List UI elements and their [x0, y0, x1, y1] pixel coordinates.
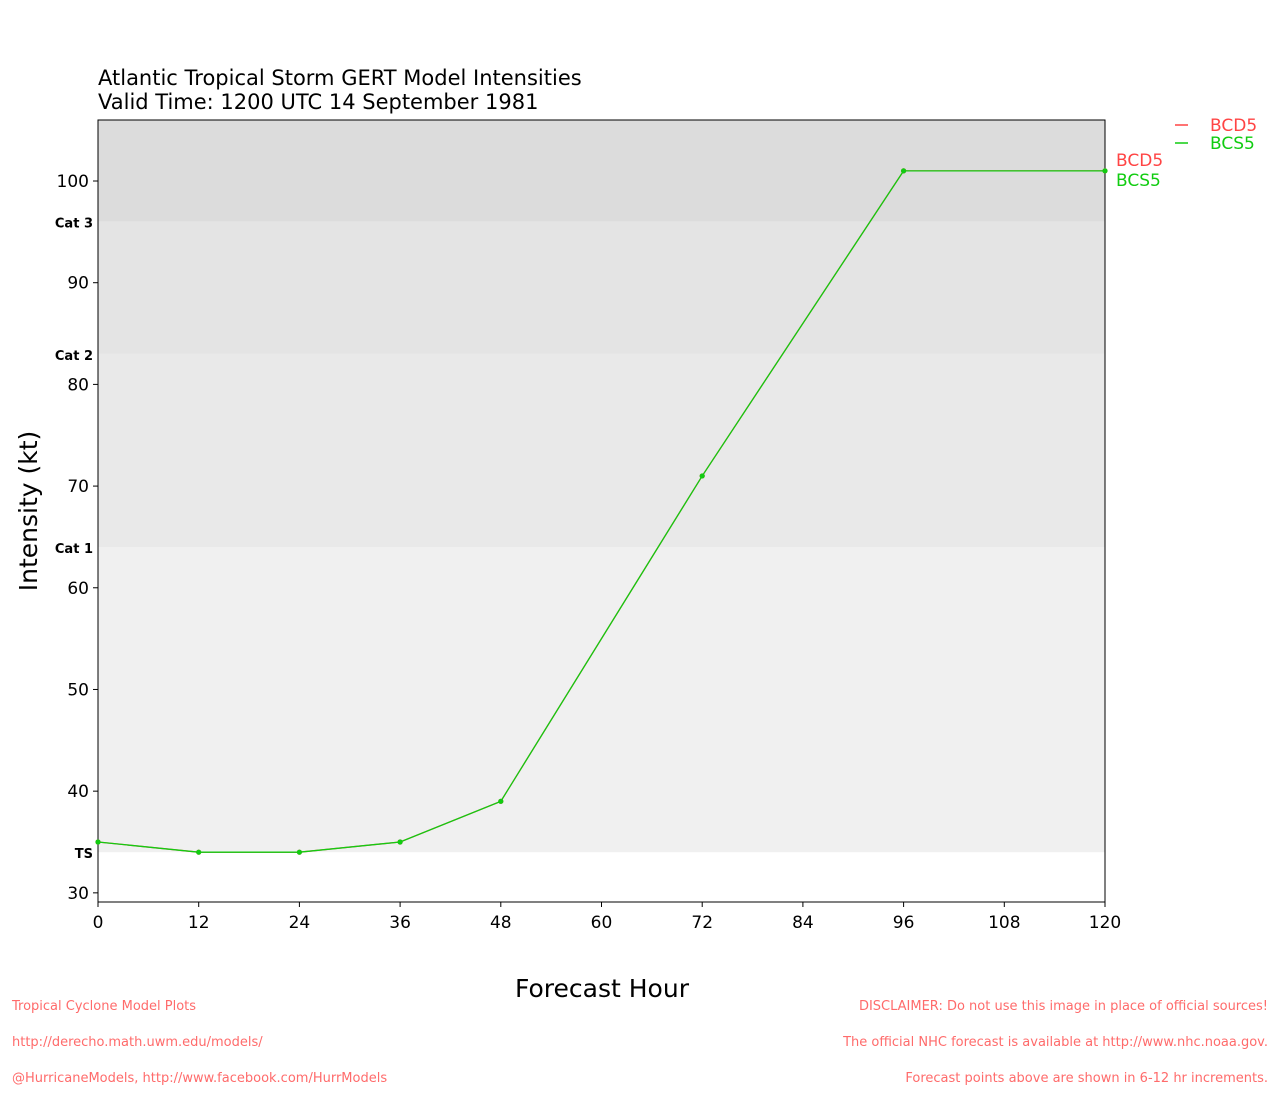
chart-title: Atlantic Tropical Storm GERT Model Inten… — [98, 66, 582, 90]
y-tick-label: 50 — [67, 680, 89, 700]
category-band — [98, 221, 1105, 354]
y-tick-label: 90 — [67, 274, 89, 294]
x-tick-label: 108 — [988, 913, 1020, 933]
x-tick-label: 60 — [591, 913, 613, 933]
data-point — [95, 839, 101, 845]
footer-left-line: http://derecho.math.uwm.edu/models/ — [12, 1035, 263, 1050]
footer-left-line: Tropical Cyclone Model Plots — [12, 999, 197, 1014]
data-point — [296, 849, 302, 855]
x-tick-label: 0 — [93, 913, 104, 933]
x-tick-label: 24 — [289, 913, 311, 933]
category-label: Cat 1 — [55, 542, 93, 557]
x-tick-label: 72 — [691, 913, 713, 933]
chart-subtitle: Valid Time: 1200 UTC 14 September 1981 — [98, 90, 539, 114]
legend-label: BCD5 — [1210, 116, 1257, 136]
x-tick-label: 96 — [893, 913, 915, 933]
end-label: BCS5 — [1116, 171, 1161, 191]
x-tick-label: 48 — [490, 913, 512, 933]
data-point — [901, 168, 907, 174]
legend-label: BCS5 — [1210, 134, 1255, 154]
chart-svg: TS Cat 1 Cat 2 Cat 3 0 12 24 36 48 60 72 84 96 108 120… — [14, 116, 1257, 1003]
category-label: Cat 3 — [55, 217, 93, 232]
category-band — [98, 353, 1105, 548]
category-band — [98, 547, 1105, 853]
x-tick-label: 36 — [389, 913, 411, 933]
y-tick-label: 60 — [67, 579, 89, 599]
y-tick-label: 80 — [67, 375, 89, 395]
x-tick-label: 120 — [1089, 913, 1121, 933]
footer-right-line: Forecast points above are shown in 6-12 … — [905, 1071, 1268, 1086]
end-label: BCD5 — [1116, 151, 1163, 171]
y-axis-label: Intensity (kt) — [14, 431, 43, 592]
footer-left-line: @HurricaneModels, http://www.facebook.co… — [12, 1071, 388, 1086]
data-point — [699, 473, 705, 479]
y-tick-label: 70 — [67, 477, 89, 497]
category-label: Cat 2 — [55, 349, 93, 364]
data-point — [397, 839, 403, 845]
footer-left: Tropical Cyclone Model Plots http://dere… — [12, 977, 387, 1097]
y-tick-label: 40 — [67, 782, 89, 802]
footer-right-line: DISCLAIMER: Do not use this image in pla… — [858, 999, 1268, 1014]
data-point — [1102, 168, 1108, 174]
y-tick-label: 100 — [57, 172, 89, 192]
x-tick-label: 84 — [792, 913, 814, 933]
footer-right-line: The official NHC forecast is available a… — [843, 1035, 1268, 1050]
footer-right: DISCLAIMER: Do not use this image in pla… — [843, 977, 1268, 1097]
data-point — [196, 849, 202, 855]
x-tick-label: 12 — [188, 913, 210, 933]
category-label: TS — [75, 847, 93, 862]
y-tick-label: 30 — [67, 884, 89, 904]
x-axis-label: Forecast Hour — [515, 974, 690, 1003]
data-point — [498, 798, 504, 804]
series-line-BCS5 — [97, 170, 1105, 853]
